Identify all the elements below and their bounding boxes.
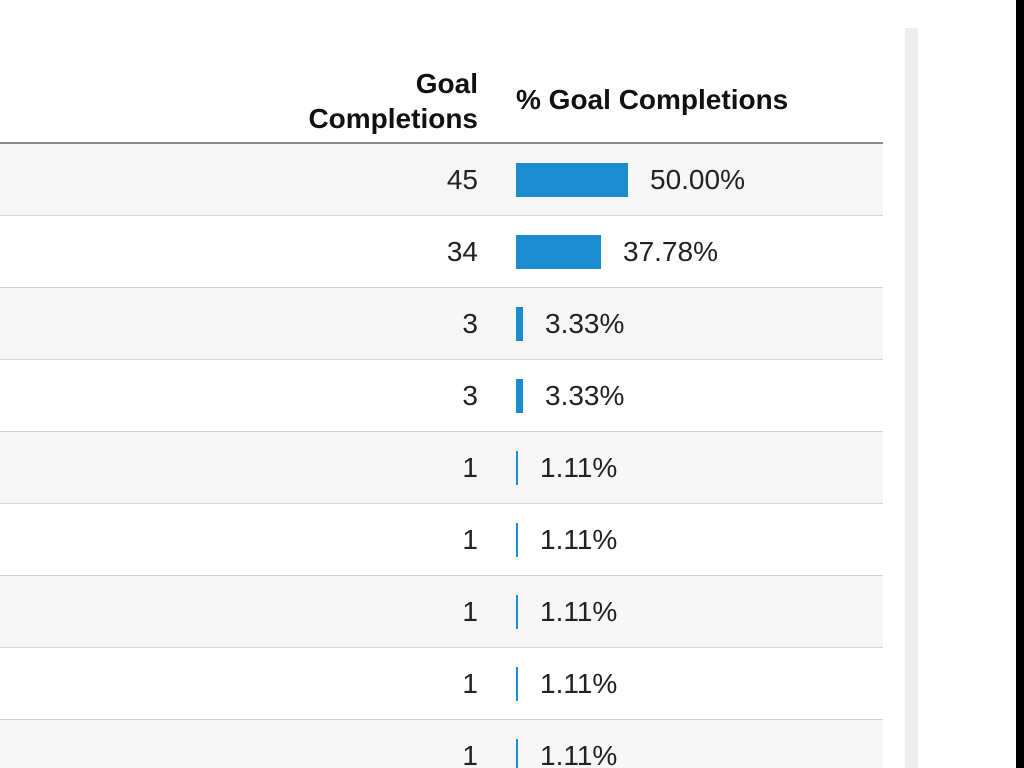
table-row[interactable]: 34 37.78% bbox=[0, 216, 883, 288]
table-row[interactable]: 3 3.33% bbox=[0, 288, 883, 360]
table-row[interactable]: 1 1.11% bbox=[0, 432, 883, 504]
percent-cell: 3.33% bbox=[516, 360, 624, 431]
percent-bar bbox=[516, 522, 518, 557]
goal-completions-value: 3 bbox=[462, 380, 478, 411]
percent-bar bbox=[516, 738, 518, 768]
goal-completions-value: 1 bbox=[462, 740, 478, 768]
percent-value: 1.11% bbox=[540, 739, 618, 768]
percent-bar bbox=[516, 234, 601, 269]
table-row[interactable]: 45 50.00% bbox=[0, 144, 883, 216]
percent-cell: 1.11% bbox=[516, 504, 617, 575]
column-header-percent-goal-completions[interactable]: % Goal Completions bbox=[516, 84, 789, 115]
goal-completions-value: 1 bbox=[462, 596, 478, 627]
goal-completions-value: 1 bbox=[462, 668, 478, 699]
percent-value: 3.33% bbox=[545, 307, 625, 339]
goal-completions-value: 34 bbox=[446, 236, 478, 267]
percent-value: 3.33% bbox=[545, 379, 625, 411]
percent-cell: 1.11% bbox=[516, 576, 617, 647]
column-header-goal-line1: Goal bbox=[415, 68, 478, 99]
percent-bar bbox=[516, 378, 523, 413]
table-body: 45 50.00% 34 37.78% 3 3.33% 3 3.33% bbox=[0, 144, 883, 768]
table-row[interactable]: 1 1.11% bbox=[0, 576, 883, 648]
percent-value: 50.00% bbox=[650, 163, 745, 195]
goal-completions-value: 1 bbox=[462, 524, 478, 555]
percent-bar bbox=[516, 162, 628, 197]
table-row[interactable]: 1 1.11% bbox=[0, 720, 883, 768]
percent-cell: 1.11% bbox=[516, 432, 617, 503]
percent-value: 1.11% bbox=[540, 595, 618, 627]
table-row[interactable]: 1 1.11% bbox=[0, 504, 883, 576]
goal-completions-value: 3 bbox=[462, 308, 478, 339]
goal-completions-value: 1 bbox=[462, 452, 478, 483]
column-header-goal-line2: Completions bbox=[308, 103, 478, 134]
percent-bar bbox=[516, 594, 518, 629]
percent-value: 37.78% bbox=[623, 235, 718, 267]
goal-completions-value: 45 bbox=[446, 164, 478, 195]
table-row[interactable]: 3 3.33% bbox=[0, 360, 883, 432]
percent-cell: 1.11% bbox=[516, 720, 617, 768]
column-header-goal-completions[interactable]: Goal Completions bbox=[258, 66, 478, 136]
percent-cell: 1.11% bbox=[516, 648, 617, 719]
table-header: Goal Completions % Goal Completions bbox=[0, 60, 883, 144]
percent-value: 1.11% bbox=[540, 451, 618, 483]
percent-cell: 37.78% bbox=[516, 216, 718, 287]
percent-cell: 50.00% bbox=[516, 144, 745, 215]
percent-bar bbox=[516, 450, 518, 485]
side-scroll-panel bbox=[905, 28, 918, 768]
window-edge bbox=[1016, 0, 1024, 768]
percent-value: 1.11% bbox=[540, 667, 618, 699]
percent-value: 1.11% bbox=[540, 523, 618, 555]
percent-bar bbox=[516, 666, 518, 701]
percent-bar bbox=[516, 306, 523, 341]
percent-cell: 3.33% bbox=[516, 288, 624, 359]
table-row[interactable]: 1 1.11% bbox=[0, 648, 883, 720]
goal-completions-table: Goal Completions % Goal Completions 45 5… bbox=[0, 60, 883, 768]
